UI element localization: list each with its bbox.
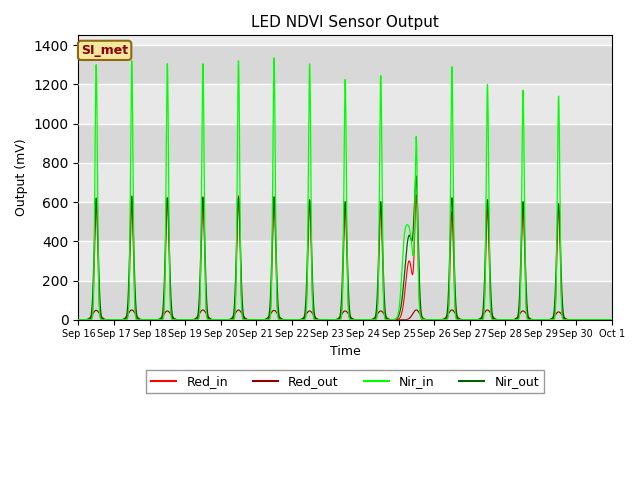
Bar	[79, 124, 612, 163]
Bar	[79, 280, 612, 320]
Text: SI_met: SI_met	[81, 44, 128, 57]
Y-axis label: Output (mV): Output (mV)	[15, 139, 28, 216]
Bar	[79, 45, 612, 84]
Bar	[79, 163, 612, 202]
Legend: Red_in, Red_out, Nir_in, Nir_out: Red_in, Red_out, Nir_in, Nir_out	[147, 370, 544, 393]
Title: LED NDVI Sensor Output: LED NDVI Sensor Output	[252, 15, 439, 30]
Bar	[79, 241, 612, 280]
X-axis label: Time: Time	[330, 345, 360, 358]
Bar	[79, 84, 612, 124]
Bar	[79, 202, 612, 241]
